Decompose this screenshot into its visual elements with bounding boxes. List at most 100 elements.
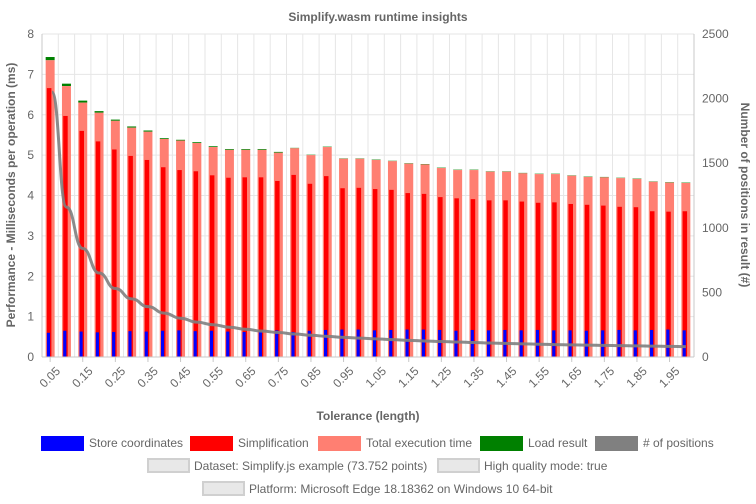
x-tick-label: 1.55 — [526, 364, 553, 391]
bar-load-result — [224, 149, 234, 150]
bar-simplification — [226, 177, 231, 357]
x-tick-label: 1.25 — [428, 364, 455, 391]
bar-store-coordinates — [144, 331, 148, 357]
bar-simplification — [95, 141, 101, 357]
bar-simplification — [650, 211, 655, 357]
x-tick-label: 1.45 — [493, 364, 520, 391]
x-tick-label: 0.95 — [330, 364, 357, 391]
bar-store-coordinates — [617, 329, 621, 357]
bar-load-result — [208, 146, 218, 148]
bar-store-coordinates — [291, 331, 295, 357]
bar-store-coordinates — [193, 331, 197, 357]
bar-load-result — [159, 138, 169, 139]
x-tick-label: 1.85 — [623, 364, 650, 391]
bar-simplification — [487, 200, 492, 357]
legend-swatch-blank — [437, 458, 480, 473]
bar-load-result — [61, 83, 71, 87]
legend-label: Store coordinates — [89, 436, 183, 450]
x-tick-label: 1.35 — [460, 364, 487, 391]
x-tick-label: 1.05 — [363, 364, 390, 391]
bar-simplification — [405, 193, 410, 357]
bar-store-coordinates — [242, 331, 246, 357]
y-left-tick-label: 2 — [27, 269, 34, 283]
bar-store-coordinates — [177, 330, 181, 357]
bar-store-coordinates — [258, 331, 262, 357]
x-tick-label: 1.15 — [395, 364, 422, 391]
bar-load-result — [45, 57, 55, 61]
bar-simplification — [633, 207, 639, 357]
bar-simplification — [112, 149, 117, 357]
legend-label: Platform: Microsoft Edge 18.18362 on Win… — [249, 482, 553, 496]
legend-label: Total execution time — [366, 436, 472, 450]
axes — [41, 34, 695, 358]
legend-swatch-blank — [147, 458, 190, 473]
bar-simplification — [503, 200, 508, 357]
y-left-tick-label: 1 — [27, 310, 34, 324]
bar-simplification — [307, 183, 313, 357]
bar-store-coordinates — [63, 330, 67, 357]
bar-simplification — [144, 159, 150, 357]
bar-simplification — [372, 189, 378, 357]
y-right-tick-label: 1000 — [702, 221, 729, 235]
bar-simplification — [242, 177, 247, 357]
bar-load-result — [127, 126, 137, 128]
y-left-tick-label: 7 — [27, 67, 34, 81]
legend-label: Load result — [528, 436, 588, 450]
bar-simplification — [617, 206, 622, 357]
bar-store-coordinates — [633, 330, 637, 357]
bar-store-coordinates — [356, 329, 360, 357]
bar-store-coordinates — [226, 331, 230, 357]
chart-title: Simplify.wasm runtime insights — [288, 10, 467, 24]
bars — [45, 57, 691, 358]
bar-simplification — [275, 180, 280, 357]
bar-store-coordinates — [389, 329, 393, 357]
bar-simplification — [209, 175, 215, 357]
bar-simplification — [46, 88, 52, 357]
bar-load-result — [176, 139, 186, 141]
positions-line-path — [50, 90, 686, 349]
bar-simplification — [63, 115, 68, 358]
bar-store-coordinates — [324, 329, 328, 357]
y-left-tick-label: 6 — [27, 108, 34, 122]
bar-load-result — [110, 119, 120, 121]
bar-simplification — [193, 171, 199, 357]
y-left-tick-label: 5 — [27, 148, 34, 162]
bar-store-coordinates — [601, 330, 605, 357]
bar-simplification — [601, 205, 606, 357]
bar-store-coordinates — [209, 330, 214, 357]
bar-store-coordinates — [666, 329, 670, 357]
bar-simplification — [470, 199, 476, 357]
y-right-tick-label: 1500 — [702, 156, 729, 170]
positions-line — [50, 90, 686, 349]
bar-simplification — [552, 202, 557, 357]
bar-load-result — [94, 111, 104, 113]
y-axis-right-title: Number of positions in result (#) — [738, 103, 752, 288]
legend-label: # of positions — [643, 436, 714, 450]
bar-simplification — [291, 174, 296, 357]
bar-simplification — [324, 176, 329, 357]
legend-swatch — [480, 436, 523, 451]
legend-swatch — [190, 436, 233, 451]
bar-simplification — [340, 188, 345, 357]
x-tick-label: 0.85 — [297, 364, 324, 391]
x-tick-label: 0.75 — [265, 364, 292, 391]
bar-simplification — [421, 193, 427, 357]
bar-simplification — [454, 198, 459, 357]
bar-load-result — [257, 149, 267, 150]
x-axis-title: Tolerance (length) — [316, 409, 419, 423]
bar-load-result — [78, 100, 88, 103]
bar-store-coordinates — [454, 330, 458, 357]
bar-load-result — [192, 142, 202, 144]
bar-load-result — [143, 130, 153, 132]
x-tick-label: 0.15 — [69, 364, 96, 391]
legend-label: High quality mode: true — [484, 459, 608, 473]
x-tick-label: 1.65 — [558, 364, 585, 391]
y-left-tick-label: 3 — [27, 229, 34, 243]
bar-simplification — [682, 211, 688, 357]
x-tick-label: 0.25 — [102, 364, 129, 391]
grid — [41, 33, 695, 358]
y-right-tick-label: 2000 — [702, 92, 729, 106]
bar-simplification — [128, 155, 133, 357]
legend-swatch — [318, 436, 361, 451]
y-axis-left-ticks: 0 1 2 3 4 5 6 7 8 — [27, 27, 34, 364]
